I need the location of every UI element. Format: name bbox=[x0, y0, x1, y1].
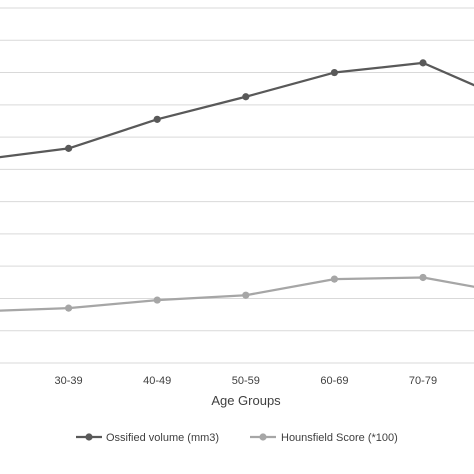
x-tick-labels: 30-39 40-49 50-59 60-69 70-79 bbox=[55, 375, 438, 387]
legend-item: Ossified volume (mm3) bbox=[76, 432, 219, 444]
data-point bbox=[419, 273, 427, 282]
legend: Ossified volume (mm3) Hounsfield Score (*… bbox=[76, 432, 398, 444]
legend-label: Hounsfield Score (*100) bbox=[281, 432, 398, 444]
legend-swatch-marker bbox=[259, 433, 267, 441]
gridlines bbox=[0, 7, 474, 332]
x-tick-label: 30-39 bbox=[55, 375, 83, 387]
series-2 bbox=[0, 273, 474, 312]
data-point bbox=[153, 115, 161, 123]
x-axis-title: Age Groups bbox=[211, 393, 281, 408]
data-point bbox=[242, 291, 250, 299]
data-point bbox=[153, 296, 161, 304]
data-point bbox=[65, 144, 73, 152]
series-line bbox=[0, 61, 474, 159]
data-point bbox=[65, 304, 73, 312]
x-tick-label: 50-59 bbox=[232, 375, 260, 387]
x-tick-label: 40-49 bbox=[143, 375, 171, 387]
series-1 bbox=[0, 59, 474, 159]
data-point bbox=[330, 68, 338, 77]
series-layer bbox=[0, 59, 474, 312]
data-point bbox=[330, 275, 338, 283]
data-point bbox=[419, 59, 427, 67]
legend-swatch-marker bbox=[85, 433, 93, 441]
x-tick-label: 60-69 bbox=[320, 375, 348, 387]
legend-item: Hounsfield Score (*100) bbox=[250, 432, 398, 444]
data-point bbox=[242, 93, 250, 101]
legend-label: Ossified volume (mm3) bbox=[106, 432, 219, 444]
x-tick-label: 70-79 bbox=[409, 375, 437, 387]
